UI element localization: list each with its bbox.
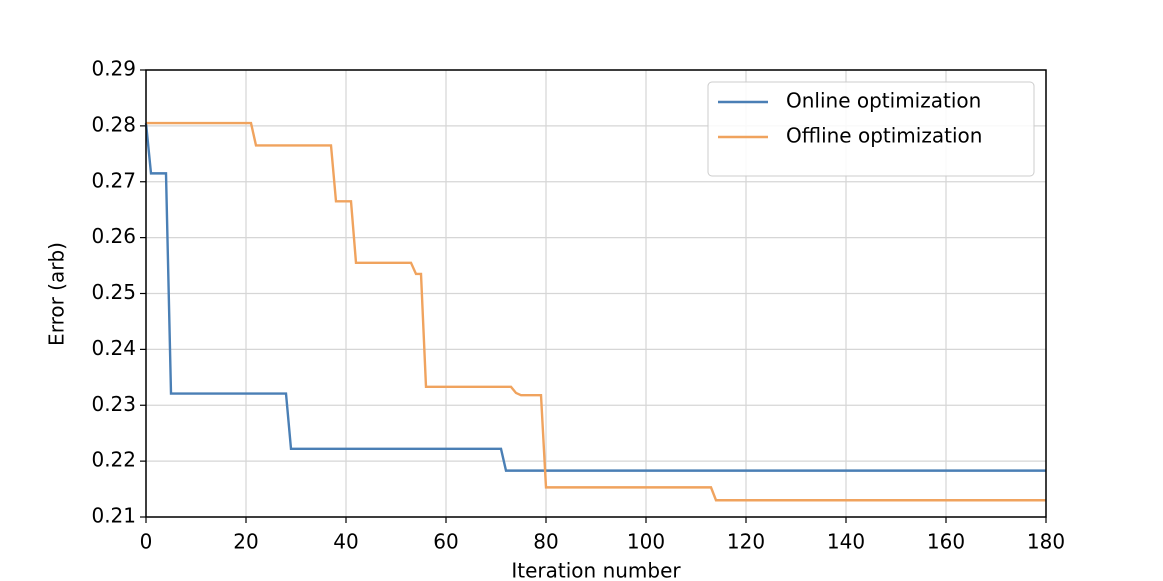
y-axis-label: Error (arb) bbox=[45, 242, 69, 346]
y-tick-label: 0.24 bbox=[91, 336, 136, 360]
x-tick-label: 160 bbox=[927, 530, 965, 554]
legend-frame bbox=[707, 81, 1035, 177]
x-tick-label: 60 bbox=[433, 530, 458, 554]
x-tick-label: 40 bbox=[333, 530, 358, 554]
legend: Online optimization Offline optimization bbox=[707, 81, 1035, 177]
plot-frame bbox=[145, 69, 1047, 518]
y-tick-label: 0.25 bbox=[91, 280, 136, 304]
y-tick-label: 0.27 bbox=[91, 168, 136, 192]
x-axis-label: Iteration number bbox=[511, 559, 681, 581]
x-tick-label: 0 bbox=[140, 530, 153, 554]
x-tick-label: 80 bbox=[533, 530, 558, 554]
x-tick-label: 180 bbox=[1027, 530, 1065, 554]
y-tick-label: 0.26 bbox=[91, 224, 136, 248]
legend-label: Offline optimization bbox=[786, 124, 982, 148]
y-tick-label: 0.28 bbox=[91, 112, 136, 136]
x-tick-label: 100 bbox=[627, 530, 665, 554]
x-tick-label: 120 bbox=[727, 530, 765, 554]
x-tick-label: 140 bbox=[827, 530, 865, 554]
y-tick-label: 0.21 bbox=[91, 504, 136, 528]
legend-label: Online optimization bbox=[786, 89, 981, 113]
series-line bbox=[144, 122, 1046, 472]
x-tick-label: 20 bbox=[233, 530, 258, 554]
series-line bbox=[146, 121, 1046, 502]
y-tick-label: 0.29 bbox=[91, 57, 136, 81]
y-tick-label: 0.23 bbox=[91, 392, 136, 416]
y-tick-label: 0.22 bbox=[91, 448, 136, 472]
